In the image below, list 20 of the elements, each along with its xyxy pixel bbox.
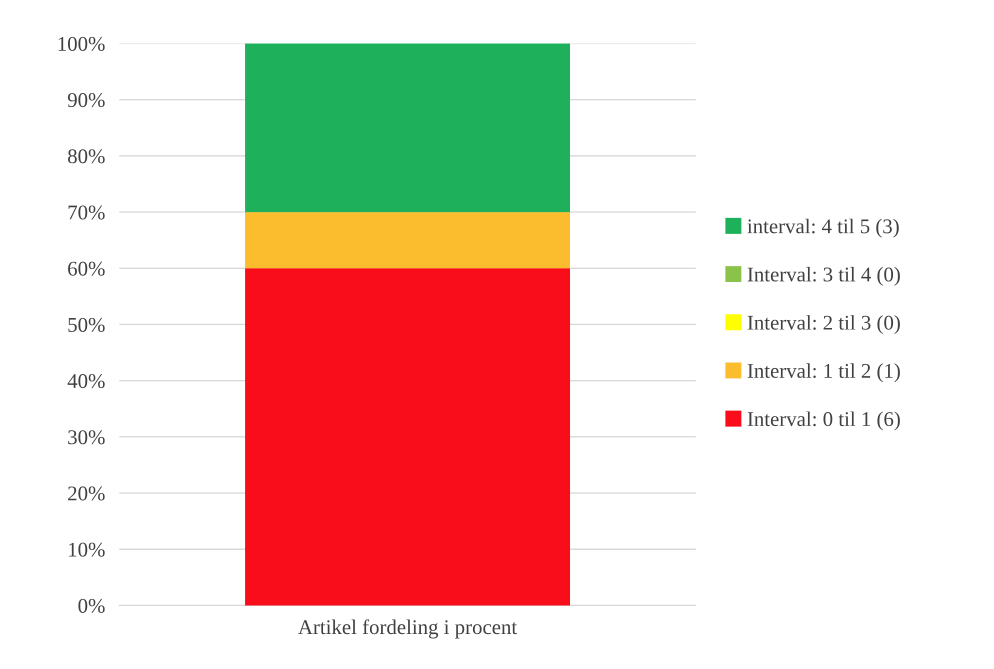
bar: [245, 43, 570, 212]
y-tick-label: 50%: [68, 318, 105, 332]
y-tick-label: 70%: [68, 205, 105, 220]
legend-label: Interval: 3 til 4 (0): [748, 266, 900, 286]
x-tick-label: Artikel fordeling i procent: [298, 619, 518, 638]
y-tick-label: 10%: [69, 542, 105, 557]
legend-label: Interval: 1 til 2 (1): [748, 363, 900, 382]
legend-label: interval: 4 til 5 (3): [747, 218, 899, 238]
y-tick-label: 20%: [68, 486, 105, 501]
legend-label: Interval: 2 til 3 (0): [748, 315, 900, 334]
y-tick-label: 100%: [58, 36, 105, 51]
legend-label: Interval: 0 til 1 (6): [748, 411, 900, 430]
y-tick-label: 0%: [78, 598, 105, 613]
y-tick-label: 90%: [68, 93, 105, 108]
y-tick-label: 60%: [68, 262, 105, 276]
y-tick-label: 30%: [68, 430, 105, 444]
y-tick-label: 40%: [68, 374, 105, 388]
bar: [245, 268, 570, 606]
y-tick-label: 80%: [68, 149, 105, 164]
bar: [245, 212, 570, 268]
